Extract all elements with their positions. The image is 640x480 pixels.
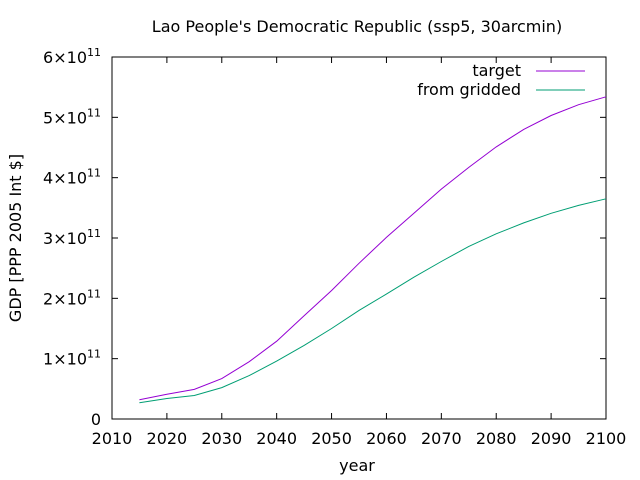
y-tick-mantissa: 5×10 [43, 108, 87, 127]
x-tick-label: 2050 [311, 429, 352, 448]
x-tick-label: 2010 [92, 429, 133, 448]
y-tick-label: 5×1011 [43, 106, 101, 127]
y-tick-exponent: 11 [87, 106, 101, 119]
y-tick-exponent: 11 [87, 227, 101, 240]
y-tick-label: 3×1011 [43, 227, 101, 248]
x-axis-ticks: 2010 2020 2030 2040 2050 2060 2070 2080 2090 2100 [92, 57, 627, 448]
x-tick-label: 2030 [201, 429, 242, 448]
y-tick-exponent: 11 [87, 287, 101, 300]
legend-label-1: from gridded [417, 80, 521, 99]
series-lines [139, 96, 607, 404]
y-tick-label: 4×1011 [43, 167, 101, 188]
series-line-0 [139, 96, 607, 401]
x-tick-label: 2040 [256, 429, 297, 448]
chart-title: Lao People's Democratic Republic (ssp5, … [152, 17, 562, 36]
x-tick-label: 2090 [531, 429, 572, 448]
y-tick-label: 1×1011 [43, 348, 101, 369]
y-tick-label: 0 [91, 410, 101, 429]
y-tick-mantissa: 6×10 [43, 48, 87, 67]
x-tick-label: 2020 [147, 429, 188, 448]
series-line-1 [139, 198, 607, 404]
y-tick-exponent: 11 [87, 46, 101, 59]
x-tick-label: 2070 [421, 429, 462, 448]
y-tick-label: 6×1011 [43, 46, 101, 67]
x-tick-label: 2100 [586, 429, 627, 448]
y-tick-label: 2×1011 [43, 287, 101, 308]
legend-label-0: target [472, 61, 521, 80]
y-tick-mantissa: 0 [91, 410, 101, 429]
y-axis-label: GDP [PPP 2005 Int $] [6, 154, 25, 322]
y-tick-exponent: 11 [87, 348, 101, 361]
y-tick-exponent: 11 [87, 167, 101, 180]
y-tick-mantissa: 2×10 [43, 289, 87, 308]
x-axis-label: year [339, 456, 375, 475]
plot-area-border [111, 56, 607, 420]
y-tick-mantissa: 1×10 [43, 350, 87, 369]
y-tick-mantissa: 4×10 [43, 169, 87, 188]
x-tick-label: 2080 [476, 429, 517, 448]
y-tick-mantissa: 3×10 [43, 229, 87, 248]
x-tick-label: 2060 [366, 429, 407, 448]
